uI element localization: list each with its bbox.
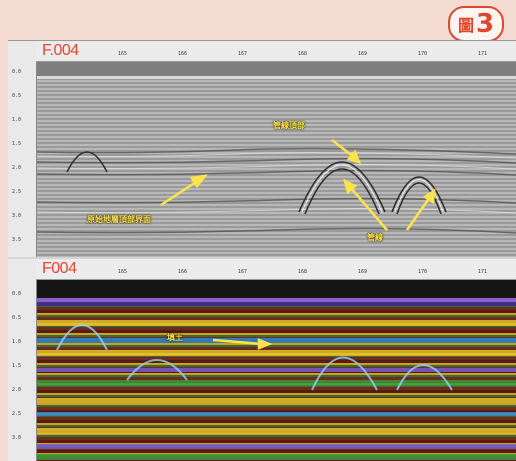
depth-tick: 0.0 (12, 69, 22, 75)
distance-tick: 165 (118, 269, 128, 275)
layer-interface-annotation: 原始地層頂部界面 (87, 215, 151, 224)
depth-tick: 2.0 (12, 165, 22, 171)
distance-tick: 170 (418, 269, 428, 275)
depth-tick: 1.5 (12, 141, 22, 147)
distance-tick: 170 (418, 51, 428, 57)
depth-tick: 0.0 (12, 291, 22, 297)
distance-tick: 166 (178, 51, 188, 57)
distance-tick: 168 (298, 51, 308, 57)
grayscale-radar-image: 管線頂部 原始地層頂部界面 管線 (37, 62, 516, 257)
figure-number-badge: 圖 3 (448, 6, 504, 42)
distance-tick: 171 (478, 269, 488, 275)
distance-tick: 166 (178, 269, 188, 275)
figure-prefix: 圖 (457, 16, 474, 35)
backfill-annotation: 填土 (167, 333, 183, 342)
depth-tick: 2.5 (12, 189, 22, 195)
depth-ruler: 0.0 0.5 1.0 1.5 2.0 2.5 3.0 3.5 (8, 41, 37, 257)
depth-tick: 1.0 (12, 117, 22, 123)
distance-tick: 167 (238, 269, 248, 275)
depth-tick: 3.0 (12, 435, 22, 441)
depth-tick: 1.0 (12, 339, 22, 345)
distance-tick: 169 (358, 269, 368, 275)
color-radargram-panel: 0.0 0.5 1.0 1.5 2.0 2.5 3.0 F004 165 166… (8, 259, 516, 461)
distance-ruler: F004 165 166 167 168 169 170 171 (36, 259, 516, 280)
figure-number: 3 (475, 9, 495, 39)
depth-tick: 0.5 (12, 315, 22, 321)
depth-tick: 1.5 (12, 363, 22, 369)
depth-tick: 0.5 (12, 93, 22, 99)
grayscale-radargram-panel: 0.0 0.5 1.0 1.5 2.0 2.5 3.0 3.5 F.004 16… (8, 41, 516, 257)
file-label: F.004 (42, 42, 79, 59)
distance-tick: 165 (118, 51, 128, 57)
pipe-top-annotation: 管線頂部 (273, 121, 305, 130)
color-radar-image: 填土 (37, 280, 516, 461)
distance-tick: 169 (358, 51, 368, 57)
distance-tick: 167 (238, 51, 248, 57)
distance-ruler: F.004 165 166 167 168 169 170 171 (36, 41, 516, 62)
depth-ruler: 0.0 0.5 1.0 1.5 2.0 2.5 3.0 (8, 259, 37, 461)
pipe-annotation: 管線 (367, 233, 383, 242)
distance-tick: 171 (478, 51, 488, 57)
file-label: F004 (42, 260, 77, 277)
depth-tick: 3.5 (12, 237, 22, 243)
distance-tick: 168 (298, 269, 308, 275)
depth-tick: 2.0 (12, 387, 22, 393)
depth-tick: 3.0 (12, 213, 22, 219)
radar-figure-frame: 0.0 0.5 1.0 1.5 2.0 2.5 3.0 3.5 F.004 16… (8, 40, 516, 461)
depth-tick: 2.5 (12, 411, 22, 417)
